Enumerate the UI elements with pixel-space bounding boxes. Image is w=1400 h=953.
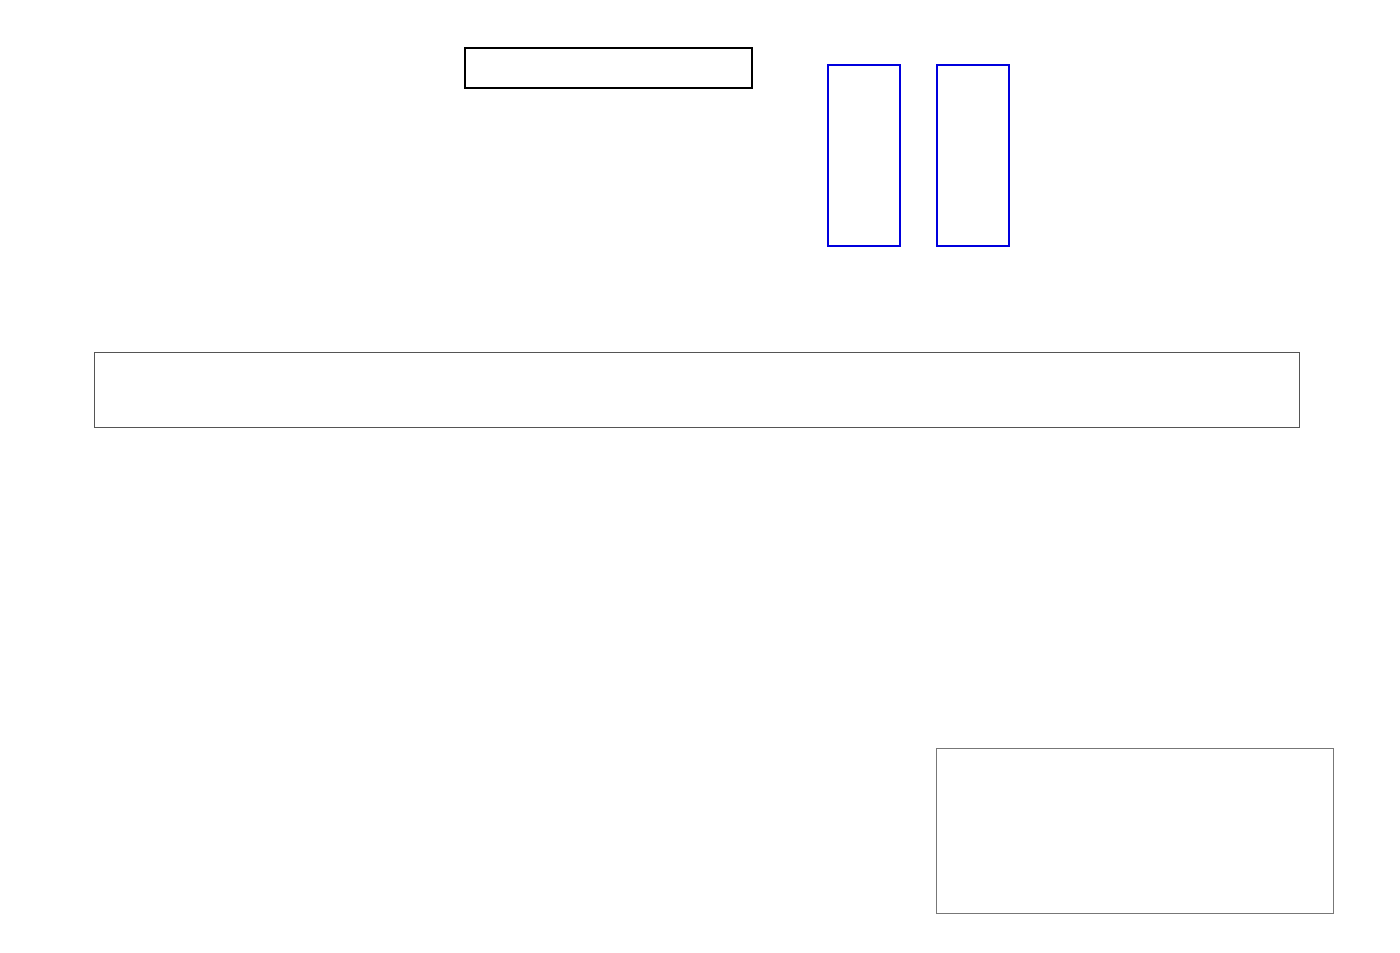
full-spectrum-chart: [94, 352, 1300, 428]
photz-canvas: [937, 749, 1334, 913]
info-line-contw: [66, 33, 75, 51]
line-fit-chart: [1040, 58, 1300, 183]
detection-info-block: [66, 33, 75, 68]
header-summary-line: [66, 5, 152, 23]
header-timestamp-version: [1365, 6, 1382, 22]
with-sky-image: [827, 64, 901, 247]
photz-chart: [936, 748, 1334, 914]
weighted-sum-2dspec: [468, 49, 556, 87]
spectrum-line-identifications: [0, 270, 1400, 350]
full-spectrum-canvas: [95, 353, 1299, 427]
line-fit-canvas: [1040, 58, 1300, 183]
clean-image-canvas: [938, 66, 1007, 244]
weighted-sum-strip: [464, 47, 753, 89]
info-line-plae: [66, 51, 75, 69]
clean-image: [936, 64, 1010, 247]
weighted-sum-smoothed: [658, 49, 748, 87]
with-sky-canvas: [829, 66, 898, 244]
